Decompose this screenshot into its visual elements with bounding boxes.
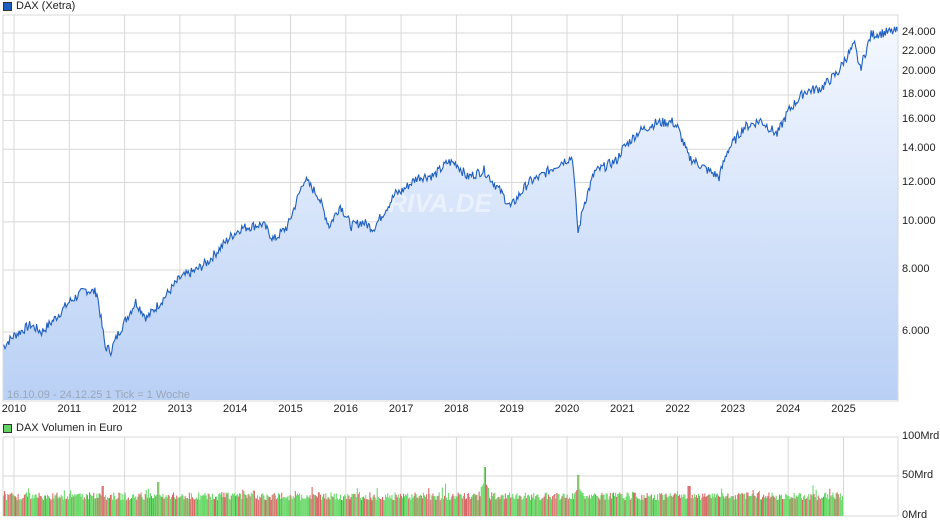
x-tick-label: 2020 xyxy=(554,403,580,415)
y-tick-label: 18.000 xyxy=(902,88,936,101)
price-area xyxy=(2,26,898,401)
x-tick-label: 2016 xyxy=(333,403,359,415)
x-tick-label: 2023 xyxy=(720,403,746,415)
y-tick-label: 24.000 xyxy=(902,26,936,38)
y-tick-label: 20.000 xyxy=(902,65,936,78)
price-legend-label: DAX (Xetra) xyxy=(16,0,76,12)
x-tick-label: 2021 xyxy=(610,403,635,415)
x-tick-label: 2019 xyxy=(499,403,524,415)
x-tick-label: 2011 xyxy=(57,403,82,415)
price-plot-frame xyxy=(2,14,899,402)
x-tick-label: 2025 xyxy=(831,403,856,415)
date-range-label: 16.10.09 - 24.12.25 1 Tick = 1 Woche xyxy=(7,389,190,401)
volume-legend-label: DAX Volumen in Euro xyxy=(16,422,123,434)
x-tick-label: 2010 xyxy=(1,403,27,415)
volume-legend: DAX Volumen in Euro xyxy=(3,422,122,434)
price-legend-swatch xyxy=(3,1,12,11)
x-tick-label: 2017 xyxy=(388,403,414,415)
volume-tick-label: 50Mrd xyxy=(902,469,934,481)
y-tick-label: 16.000 xyxy=(902,113,936,126)
y-tick-label: 6.000 xyxy=(902,325,930,337)
x-tick-label: 2015 xyxy=(278,403,303,415)
price-line xyxy=(2,26,899,358)
volume-legend-swatch xyxy=(3,423,12,433)
price-legend: DAX (Xetra) xyxy=(3,0,75,12)
volume-tick-label: 100Mrd xyxy=(902,430,940,442)
x-tick-label: 2018 xyxy=(444,403,469,415)
x-tick-label: 2024 xyxy=(775,403,801,415)
volume-bars xyxy=(2,467,843,516)
volume-tick-label: 0Mrd xyxy=(902,509,928,521)
x-tick-label: 2014 xyxy=(222,403,248,415)
y-tick-label: 10.000 xyxy=(902,214,936,227)
y-tick-label: 8.000 xyxy=(902,262,930,275)
riva-watermark: RIVA.DE xyxy=(388,188,492,218)
x-tick-label: 2012 xyxy=(112,403,137,415)
y-tick-label: 22.000 xyxy=(902,44,936,57)
y-tick-label: 14.000 xyxy=(902,142,936,155)
y-tick-label: 12.000 xyxy=(902,175,936,188)
x-tick-label: 2022 xyxy=(665,403,690,415)
x-tick-label: 2013 xyxy=(167,403,193,415)
